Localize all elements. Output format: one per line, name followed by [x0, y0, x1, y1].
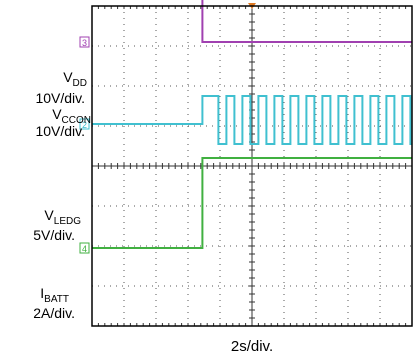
screen-frame	[91, 5, 413, 327]
vccon-label-main: V	[52, 106, 62, 122]
ibatt-label: IBATT	[40, 286, 69, 307]
graticule	[91, 5, 413, 327]
ibatt-label-sub: BATT	[44, 294, 69, 305]
channel-marker-number: 2	[82, 120, 87, 130]
traces	[92, 0, 412, 249]
channel-markers: 1324	[79, 3, 256, 254]
vccon-label: VCCON	[52, 107, 91, 128]
vccon-label-sub: CCON	[61, 115, 91, 126]
vdd-scale-text: 10V/div.	[35, 90, 85, 106]
channel-marker-box	[79, 242, 90, 254]
vdd-label-main: V	[63, 69, 73, 85]
vledg-label-main: V	[44, 207, 54, 223]
vdd-label-sub: DD	[72, 78, 87, 89]
channel-marker-2: 2	[79, 118, 90, 130]
vledg-scale-text: 5V/div.	[33, 227, 75, 243]
vdd-label: VDD	[63, 70, 87, 91]
trace-batt	[92, 157, 412, 249]
channel-marker-box	[79, 36, 90, 48]
timebase-text: 2s/div.	[230, 338, 274, 355]
ibatt-label-main: I	[40, 285, 45, 301]
channel-marker-box	[79, 118, 90, 130]
channel-marker-4: 4	[79, 242, 90, 254]
channel-marker-number: 4	[82, 244, 87, 254]
trace-ledg	[92, 95, 412, 145]
vccon-scale: 10V/div.	[35, 124, 85, 139]
channel-marker-number: 3	[82, 38, 87, 48]
trace-ccon	[201, 0, 412, 43]
vledg-scale: 5V/div.	[33, 228, 75, 243]
ibatt-scale-text: 2A/div.	[33, 305, 75, 321]
ibatt-scale: 2A/div.	[33, 306, 75, 321]
vledg-label-sub: LEDG	[53, 216, 81, 227]
vdd-scale: 10V/div.	[35, 91, 85, 106]
vledg-label: VLEDG	[44, 208, 81, 229]
channel-marker-3: 3	[79, 36, 90, 48]
screen-border	[91, 5, 413, 327]
vccon-scale-text: 10V/div.	[35, 123, 85, 139]
